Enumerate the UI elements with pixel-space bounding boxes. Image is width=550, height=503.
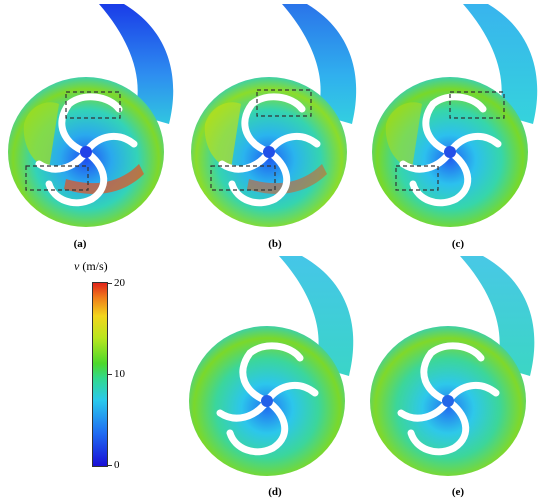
colorbar-label-mid: 10 bbox=[114, 368, 125, 380]
colorbar-symbol: v bbox=[74, 259, 80, 273]
velocity-panel-e bbox=[368, 256, 548, 481]
colorbar-label-max: 20 bbox=[114, 277, 125, 289]
colorbar-tick-max bbox=[108, 283, 112, 284]
colorbar-unit: (m/s) bbox=[82, 259, 108, 273]
velocity-panel-b bbox=[187, 4, 367, 234]
velocity-panel-c bbox=[368, 4, 548, 234]
colorbar-label-min: 0 bbox=[114, 459, 120, 471]
pump-streamline-image-e bbox=[370, 256, 535, 476]
pump-streamline-image-d bbox=[189, 256, 354, 476]
panel-label-e: (e) bbox=[451, 486, 465, 498]
panel-label-c: (c) bbox=[451, 238, 465, 250]
colorbar-tick-mid bbox=[108, 374, 112, 375]
panel-label-a: (a) bbox=[73, 238, 87, 250]
pump-streamline-image-b bbox=[191, 4, 357, 227]
pump-streamline-image-c bbox=[372, 4, 538, 227]
colorbar-title: v (m/s) bbox=[74, 259, 108, 274]
panel-label-b: (b) bbox=[268, 238, 282, 250]
velocity-colorbar bbox=[92, 282, 108, 467]
velocity-panel-a bbox=[4, 4, 184, 234]
velocity-panel-d bbox=[187, 256, 367, 481]
pump-streamline-image-a bbox=[8, 4, 174, 227]
colorbar-tick-min bbox=[108, 465, 112, 466]
panel-label-d: (d) bbox=[268, 486, 282, 498]
